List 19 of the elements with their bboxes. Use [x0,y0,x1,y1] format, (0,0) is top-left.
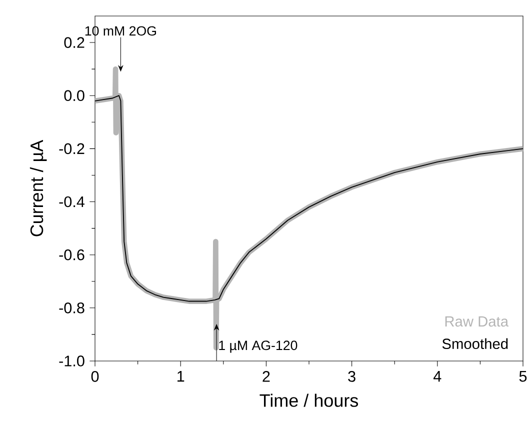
x-axis-title: Time / hours [260,394,358,407]
text: Raw Data [445,316,509,327]
x-tick-label: 4 [433,371,442,382]
y-tick-label: -0.2 [59,143,84,154]
y-tick-label: -0.4 [59,196,85,208]
x-tick-label: 0 [91,371,99,382]
x-tick-label: 2 [262,371,270,382]
annotation: 10 mM 2OG [85,26,156,36]
y-tick-label: -1.0 [59,356,84,366]
y-tick-label: -0.6 [59,249,84,260]
y-axis-title: Current / µA [30,140,47,236]
y-tick-label: -0.8 [59,302,84,314]
x-tick-label: 1 [178,371,184,382]
text: Smoothed [442,338,508,350]
x-tick-label: 3 [348,371,356,382]
x-tick-label: 5 [519,371,527,382]
y-tick-label: 0.2 [64,37,84,48]
y-tick-label: 0.0 [64,90,84,102]
annotation: 1 µM AG-120 [219,340,298,353]
